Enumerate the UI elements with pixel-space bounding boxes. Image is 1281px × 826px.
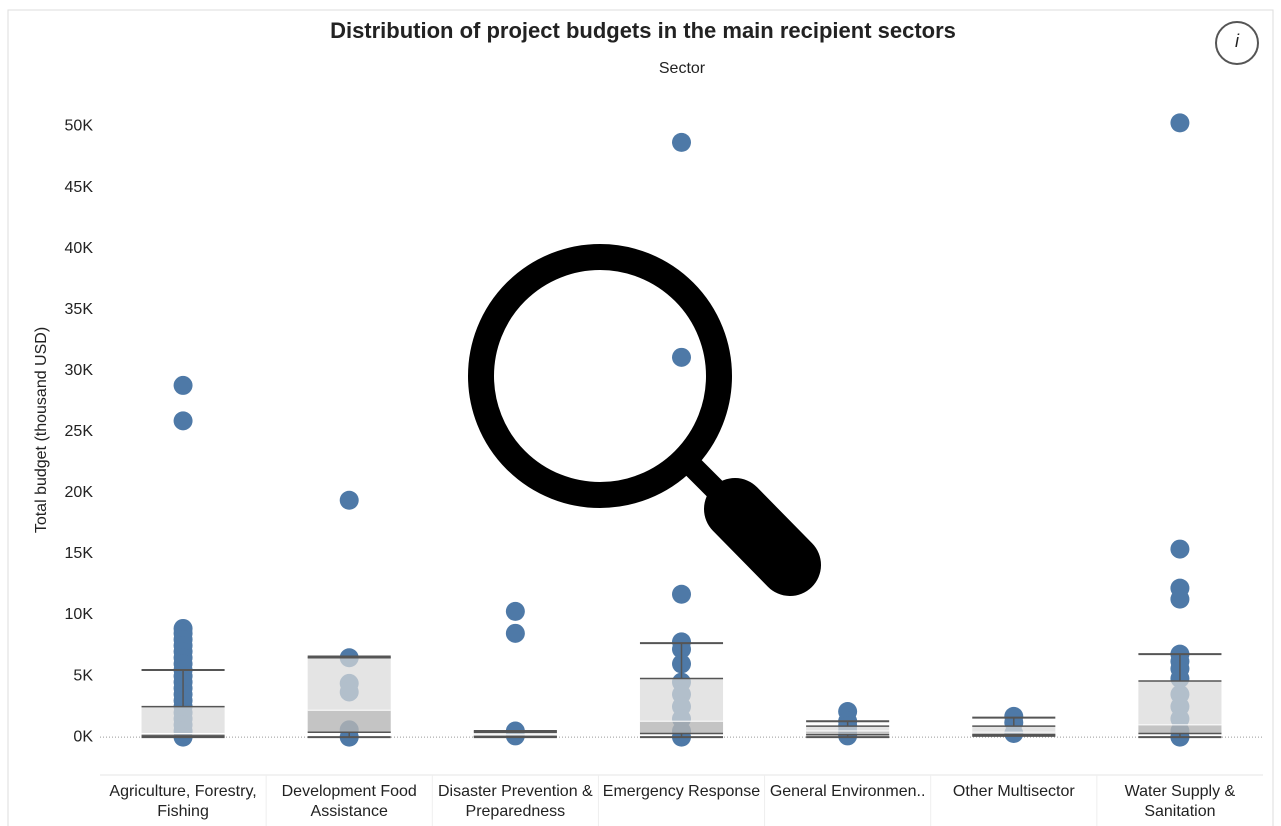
y-tick-label: 0K [73, 728, 93, 745]
plot: 0K 5K 10K 15K 20K 25K 30K 35K 40K 45K 50K [65, 113, 1263, 826]
x-tick-label: Other Multisector [952, 783, 1075, 800]
box-upper [639, 678, 724, 722]
data-point [505, 623, 525, 643]
x-tick-label: General Environmen.. [769, 783, 926, 800]
box-lower [473, 734, 557, 737]
y-tick-label: 15K [65, 545, 94, 562]
box-upper [806, 726, 890, 732]
magnifier-lens [468, 244, 732, 508]
y-tick-label: 35K [65, 301, 94, 318]
box-lower [639, 721, 724, 734]
data-point [339, 490, 359, 510]
y-axis-label: Total budget (thousand USD) [33, 327, 50, 533]
y-tick-label: 40K [65, 240, 94, 257]
y-tick-label: 5K [73, 667, 93, 684]
data-point [173, 375, 193, 395]
chart-title: Distribution of project budgets in the m… [330, 18, 956, 43]
x-tick-label: Emergency Response [602, 783, 761, 800]
y-tick-label: 20K [65, 484, 94, 501]
info-circle[interactable] [1215, 21, 1259, 65]
box-lower [806, 731, 890, 735]
box-upper [141, 706, 225, 734]
y-tick-label: 25K [65, 423, 94, 440]
box-upper [1138, 680, 1222, 725]
box-lower [1138, 724, 1222, 734]
magnifier-icon [468, 244, 821, 596]
x-axis-header: Sector [659, 60, 706, 77]
box-lower [141, 733, 225, 736]
box-lower [307, 710, 391, 733]
info-button[interactable]: i [1215, 21, 1259, 65]
x-tick-label: Agriculture, Forestry, Fishing [109, 783, 257, 820]
frame [7, 9, 1274, 826]
y-tick-label: 45K [65, 179, 94, 196]
x-tick-label: Disaster Prevention & Preparedness [437, 783, 593, 820]
y-tick-label: 30K [65, 362, 94, 379]
data-point [1170, 113, 1190, 133]
x-tick-label: Development Food Assistance [281, 783, 417, 820]
data-point [1170, 589, 1190, 609]
info-label[interactable]: i [1235, 31, 1240, 51]
box-upper [972, 726, 1056, 733]
data-point [672, 347, 691, 367]
data-point [173, 411, 193, 431]
data-point [1170, 539, 1190, 559]
box-upper [307, 657, 391, 711]
y-tick-label: 50K [65, 118, 94, 135]
y-tick-label: 10K [65, 606, 94, 623]
data-point [672, 132, 691, 152]
box-lower [972, 732, 1056, 735]
data-point [505, 601, 525, 621]
x-tick-label: Water Supply & Sanitation [1124, 783, 1236, 820]
data-point [672, 584, 691, 604]
box-upper [473, 732, 557, 735]
magnifier-handle [704, 478, 821, 596]
